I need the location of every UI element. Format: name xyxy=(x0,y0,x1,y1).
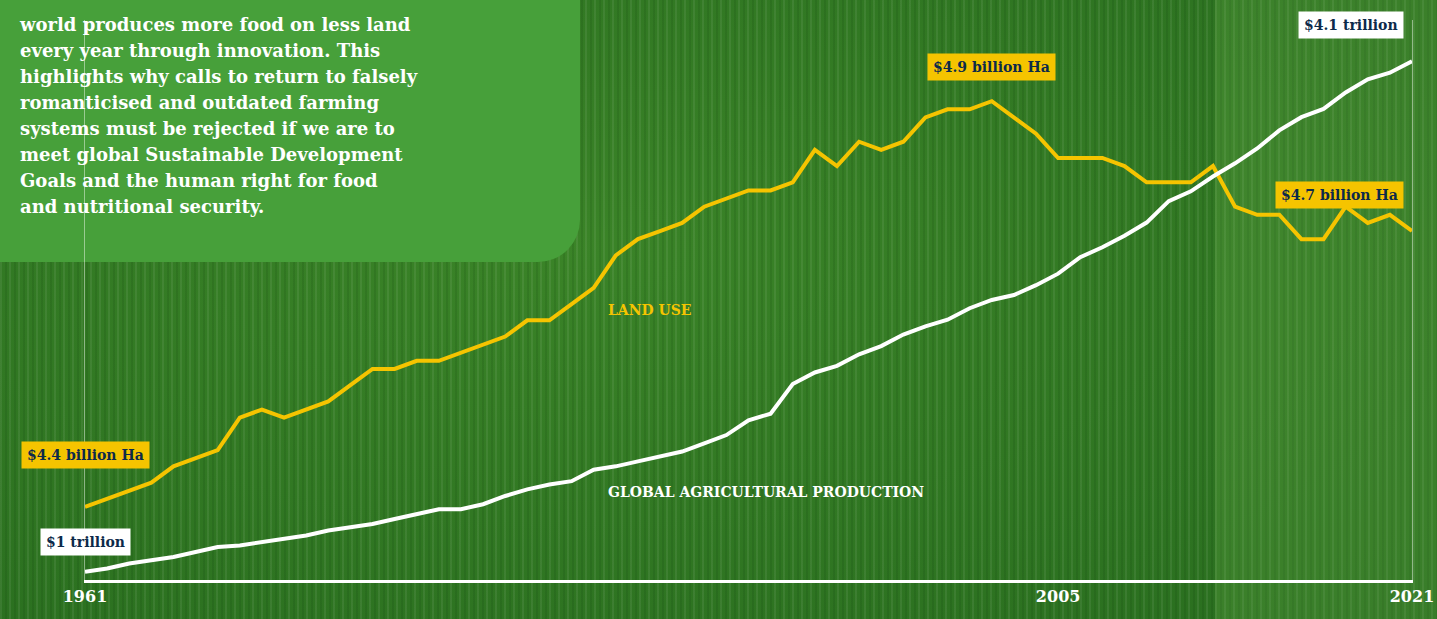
svg-text:$1 trillion: $1 trillion xyxy=(46,534,125,550)
svg-text:GLOBAL AGRICULTURAL PRODUCTION: GLOBAL AGRICULTURAL PRODUCTION xyxy=(608,484,924,500)
svg-text:2005: 2005 xyxy=(1036,587,1081,606)
html-text:every year through innovation.: every year through innovation. This xyxy=(20,40,381,61)
html-text:highlights why calls to return: highlights why calls to return to falsel… xyxy=(20,66,418,87)
svg-text:2021: 2021 xyxy=(1390,587,1435,606)
html-text:and nutritional security.: and nutritional security. xyxy=(20,196,265,217)
html-text:Goals and the human right for: Goals and the human right for food xyxy=(20,170,378,191)
html-text:systems must be rejected if we: systems must be rejected if we are to xyxy=(20,118,395,139)
svg-text:$4.7 billion Ha: $4.7 billion Ha xyxy=(1281,187,1398,203)
svg-text:$4.9 billion Ha: $4.9 billion Ha xyxy=(933,59,1050,75)
svg-text:$4.4 billion Ha: $4.4 billion Ha xyxy=(27,447,144,463)
html-text:world produces more food on le: world produces more food on less land xyxy=(20,14,411,35)
svg-text:LAND USE: LAND USE xyxy=(608,302,692,318)
html-text:meet global Sustainable Develo: meet global Sustainable Development xyxy=(20,144,403,165)
svg-text:1961: 1961 xyxy=(63,587,108,606)
html-text:romanticised and outdated farm: romanticised and outdated farming xyxy=(20,92,379,113)
svg-text:$4.1 trillion: $4.1 trillion xyxy=(1304,17,1398,33)
